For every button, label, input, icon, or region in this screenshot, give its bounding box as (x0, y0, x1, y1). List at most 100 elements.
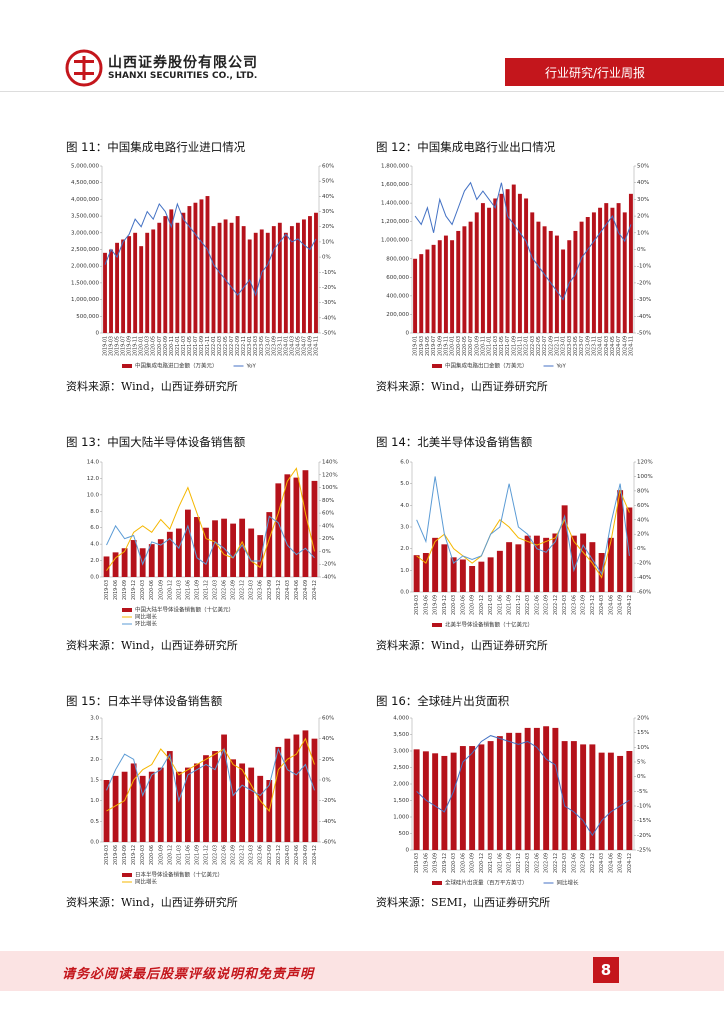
bar (239, 763, 246, 842)
bar (413, 258, 418, 333)
bar (598, 752, 605, 850)
y-tick-label: 14.0 (87, 460, 100, 466)
x-tick-label: 2024-11 (313, 336, 319, 356)
x-tick-label: 2022-12 (240, 580, 246, 600)
x-tick-label: 2020-01 (450, 336, 456, 356)
bar (450, 752, 457, 850)
x-tick-label: 2020-03 (140, 580, 146, 600)
bar (302, 219, 306, 333)
x-tick-label: 2021-09 (507, 595, 513, 615)
bar (413, 555, 420, 592)
y-tick-label: 3,500 (393, 732, 409, 738)
y2-tick-label: -30% (637, 297, 651, 303)
bar (221, 734, 227, 842)
x-tick-label: 2021-03 (176, 845, 182, 865)
figure-caption: 图 14：北美半导体设备销售额 (376, 435, 533, 449)
y2-tick-label: -20% (322, 562, 336, 568)
legend-swatch (122, 608, 132, 612)
bar (185, 509, 191, 577)
x-tick-label: 2020-12 (479, 595, 485, 615)
bar (308, 216, 312, 333)
x-tick-label: 2021-05 (499, 336, 505, 356)
x-tick-label: 2020-09 (158, 580, 164, 600)
x-tick-label: 2019-03 (109, 336, 115, 356)
bar (289, 226, 294, 333)
y2-tick-label: -40% (322, 575, 336, 581)
bar (257, 775, 264, 842)
x-tick-label: 2020-06 (460, 853, 466, 873)
x-tick-label: 2022-03 (525, 853, 531, 873)
y-tick-label: 2,000 (393, 782, 409, 788)
y2-tick-label: 0% (322, 549, 331, 555)
bar (459, 746, 466, 850)
y2-tick-label: 140% (322, 460, 338, 466)
x-tick-label: 2022-06 (222, 580, 228, 600)
bar (103, 252, 107, 333)
bar (589, 744, 596, 850)
y2-tick-label: -50% (637, 331, 651, 337)
x-tick-label: 2022-05 (536, 336, 542, 356)
bar (487, 207, 492, 333)
x-tick-label: 2020-11 (169, 336, 175, 356)
bar (524, 198, 529, 333)
x-tick-label: 2024-12 (627, 595, 633, 615)
bar (112, 775, 119, 842)
bar (570, 741, 577, 850)
bar (181, 212, 186, 333)
legend-label: 日本半导体设备销售额（十亿美元） (135, 871, 223, 879)
bar (432, 753, 439, 850)
y-tick-label: 4,000 (393, 716, 409, 722)
bar (127, 236, 132, 333)
line-series (416, 476, 630, 576)
bar (425, 249, 430, 333)
y2-tick-label: 15% (637, 730, 649, 736)
x-tick-label: 2023-03 (562, 595, 568, 615)
bar (474, 212, 479, 333)
y-tick-label: 400,000 (386, 293, 409, 299)
y2-tick-label: 120% (322, 472, 338, 478)
x-tick-label: 2023-05 (573, 336, 579, 356)
x-tick-label: 2023-05 (259, 336, 265, 356)
y2-tick-label: 80% (322, 498, 334, 504)
y-tick-label: 1.0 (90, 798, 99, 804)
x-tick-label: 2022-12 (553, 853, 559, 873)
y2-tick-label: 5% (637, 760, 646, 766)
y-tick-label: 0.0 (90, 575, 99, 581)
bar (277, 222, 282, 333)
bar (431, 244, 436, 333)
bar (462, 226, 467, 333)
bar (552, 727, 559, 850)
bar (441, 544, 448, 592)
bar (199, 199, 204, 333)
x-tick-label: 2020-11 (480, 336, 486, 356)
x-tick-label: 2022-06 (534, 595, 540, 615)
y2-tick-label: 30% (637, 197, 649, 203)
y-tick-label: 1,500 (393, 798, 409, 804)
y-tick-label: 6.0 (90, 525, 99, 531)
x-tick-label: 2020-03 (451, 853, 457, 873)
x-tick-label: 2019-12 (442, 595, 448, 615)
x-tick-label: 2020-09 (470, 595, 476, 615)
y2-tick-label: 60% (322, 511, 334, 517)
x-tick-label: 2020-06 (149, 845, 155, 865)
x-tick-label: 2024-03 (285, 845, 291, 865)
y2-tick-label: 20% (322, 757, 334, 763)
x-tick-label: 2022-03 (213, 845, 219, 865)
bar (607, 752, 614, 850)
bar (265, 232, 270, 333)
x-tick-label: 2019-03 (104, 580, 110, 600)
legend-label: 全球硅片出货量（百万平方英寸） (445, 879, 528, 887)
x-tick-label: 2023-03 (567, 336, 573, 356)
x-tick-label: 2022-06 (534, 853, 540, 873)
x-tick-label: 2024-01 (598, 336, 604, 356)
x-tick-label: 2024-06 (294, 845, 300, 865)
bar (115, 242, 119, 333)
bar (241, 226, 246, 333)
y-tick-label: 0 (406, 331, 410, 337)
y2-tick-label: 10% (637, 230, 649, 236)
bar (626, 507, 633, 592)
bar (112, 552, 119, 577)
x-tick-label: 2024-05 (295, 336, 301, 356)
x-tick-label: 2024-06 (608, 595, 614, 615)
bar (419, 254, 424, 333)
